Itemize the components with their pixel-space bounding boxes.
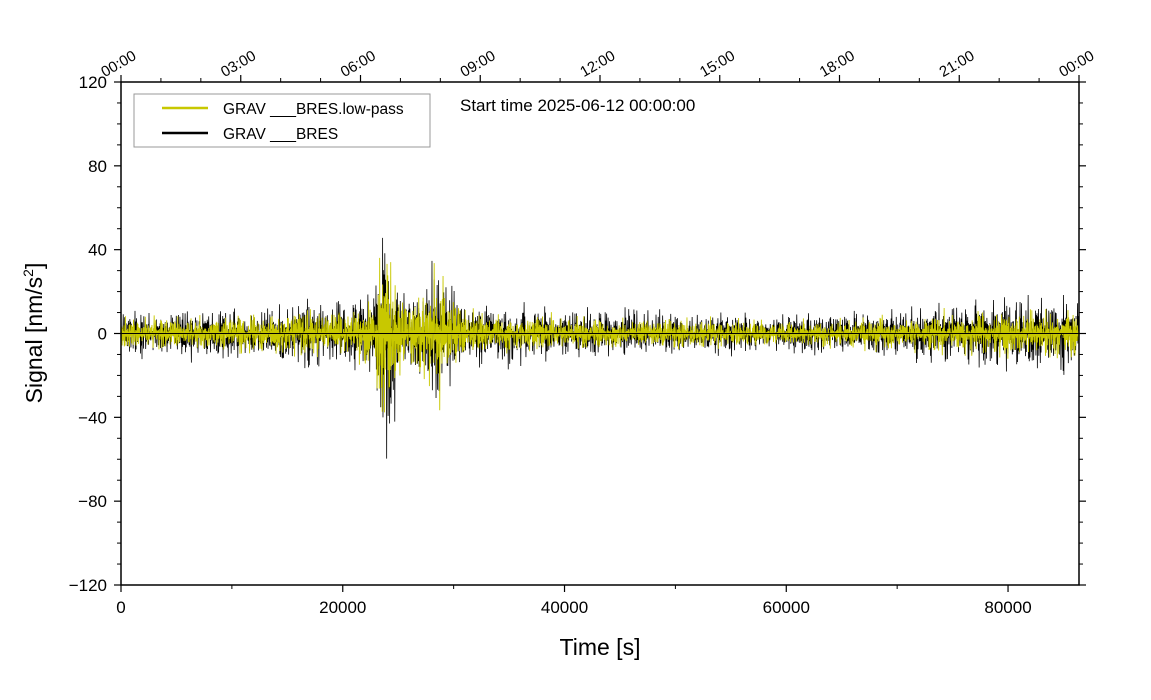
top-tick-label: 00:00 xyxy=(1056,47,1097,80)
top-tick-label: 00:00 xyxy=(98,47,139,80)
y-tick-label: 40 xyxy=(88,241,107,260)
x-tick-label: 20000 xyxy=(319,598,366,617)
x-tick-label: 60000 xyxy=(763,598,810,617)
top-tick-label: 12:00 xyxy=(577,47,618,80)
tick-layer xyxy=(114,75,1086,592)
top-tick-label: 18:00 xyxy=(817,47,858,80)
x-tick-label: 80000 xyxy=(984,598,1031,617)
start-time-annotation: Start time 2025-06-12 00:00:00 xyxy=(460,96,695,115)
top-tick-label: 03:00 xyxy=(218,47,259,80)
y-axis-title-main: Signal [nm/s xyxy=(21,277,47,404)
top-tick-label: 21:00 xyxy=(936,47,977,80)
top-tick-label: 09:00 xyxy=(457,47,498,80)
y-axis-title: Signal [nm/s2] xyxy=(20,263,47,404)
y-tick-label: 80 xyxy=(88,157,107,176)
y-tick-label: 0 xyxy=(98,325,107,344)
y-tick-label: −80 xyxy=(78,492,107,511)
y-axis-title-suffix: ] xyxy=(21,263,47,269)
legend-label-raw: GRAV ___BRES xyxy=(223,126,338,143)
top-tick-label: 06:00 xyxy=(338,47,379,80)
y-tick-label: 120 xyxy=(79,73,107,92)
top-tick-label: 15:00 xyxy=(697,47,738,80)
legend: GRAV ___BRES.low-pass GRAV ___BRES xyxy=(133,93,431,148)
x-axis-title: Time [s] xyxy=(560,634,641,660)
legend-box xyxy=(133,93,431,148)
x-tick-label: 0 xyxy=(116,598,125,617)
y-axis-title-superscript: 2 xyxy=(20,269,36,277)
legend-label-low-pass: GRAV ___BRES.low-pass xyxy=(223,101,404,118)
x-tick-label: 40000 xyxy=(541,598,588,617)
y-tick-label: −120 xyxy=(69,576,107,595)
y-tick-label: −40 xyxy=(78,408,107,427)
